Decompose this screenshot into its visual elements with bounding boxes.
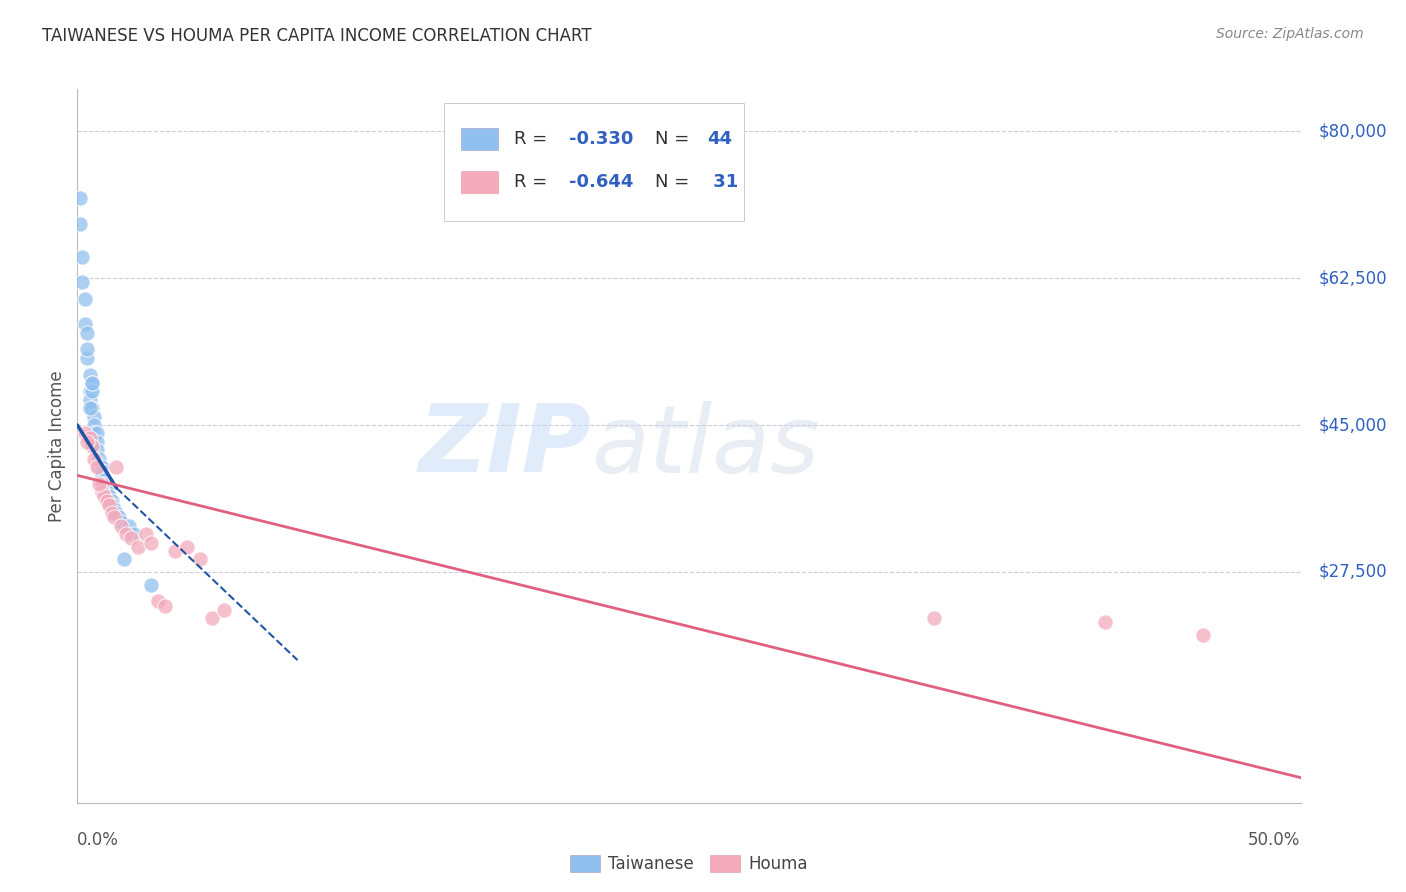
Point — [96, 485, 118, 500]
Point — [89, 476, 111, 491]
Text: -0.644: -0.644 — [569, 173, 634, 191]
Text: 0.0%: 0.0% — [77, 831, 120, 849]
Point — [76, 434, 98, 449]
Point — [79, 401, 101, 416]
Point — [83, 434, 105, 449]
Point — [79, 384, 101, 399]
Point — [1191, 628, 1213, 642]
Point — [98, 489, 121, 503]
Point — [139, 577, 162, 591]
Text: $62,500: $62,500 — [1319, 269, 1388, 287]
Point — [80, 439, 103, 453]
Point — [100, 493, 122, 508]
Point — [105, 460, 128, 475]
Point — [79, 392, 101, 407]
Point — [112, 552, 135, 566]
Point — [110, 515, 132, 529]
Point — [73, 292, 96, 306]
Point — [86, 434, 108, 449]
Point — [188, 552, 211, 566]
Text: 31: 31 — [707, 173, 738, 191]
Point — [80, 376, 103, 390]
Point — [98, 498, 121, 512]
Point — [110, 518, 132, 533]
Point — [83, 426, 105, 441]
Point — [1094, 615, 1116, 630]
Point — [93, 489, 115, 503]
Point — [100, 506, 122, 520]
Point — [103, 510, 125, 524]
Point — [93, 473, 115, 487]
Point — [105, 506, 128, 520]
Point — [79, 431, 101, 445]
Text: ZIP: ZIP — [418, 400, 591, 492]
Point — [90, 464, 112, 478]
Point — [146, 594, 169, 608]
Point — [115, 527, 138, 541]
Point — [83, 409, 105, 424]
Point — [96, 493, 118, 508]
Point — [93, 476, 115, 491]
Text: R =: R = — [515, 173, 553, 191]
Point — [122, 527, 145, 541]
Point — [69, 217, 91, 231]
Text: atlas: atlas — [591, 401, 820, 491]
Point — [90, 485, 112, 500]
Point — [83, 451, 105, 466]
Point — [90, 468, 112, 483]
Point — [83, 417, 105, 432]
Point — [76, 351, 98, 365]
Point — [70, 275, 93, 289]
Text: $27,500: $27,500 — [1319, 563, 1388, 581]
Point — [103, 502, 125, 516]
Point — [108, 510, 131, 524]
Point — [922, 611, 945, 625]
Text: -0.330: -0.330 — [569, 130, 634, 148]
Point — [70, 250, 93, 264]
Point — [176, 540, 198, 554]
Point — [86, 426, 108, 441]
Point — [76, 326, 98, 340]
Point — [69, 191, 91, 205]
FancyBboxPatch shape — [444, 103, 744, 221]
Point — [89, 451, 111, 466]
Point — [89, 460, 111, 475]
Point — [100, 498, 122, 512]
Text: $80,000: $80,000 — [1319, 122, 1388, 140]
Text: $45,000: $45,000 — [1319, 416, 1388, 434]
Point — [79, 368, 101, 382]
Point — [86, 443, 108, 458]
Point — [73, 318, 96, 332]
Point — [80, 401, 103, 416]
Point — [80, 384, 103, 399]
Point — [80, 376, 103, 390]
Text: N =: N = — [655, 173, 695, 191]
Point — [135, 527, 157, 541]
Point — [155, 599, 177, 613]
Point — [127, 540, 149, 554]
Legend: Taiwanese, Houma: Taiwanese, Houma — [562, 848, 815, 880]
Point — [201, 611, 224, 625]
Point — [90, 476, 112, 491]
Point — [139, 535, 162, 549]
Point — [118, 518, 141, 533]
Text: N =: N = — [655, 130, 695, 148]
Point — [96, 481, 118, 495]
FancyBboxPatch shape — [461, 128, 498, 150]
Point — [76, 343, 98, 357]
Text: 50.0%: 50.0% — [1249, 831, 1301, 849]
Text: R =: R = — [515, 130, 553, 148]
Point — [73, 426, 96, 441]
Text: TAIWANESE VS HOUMA PER CAPITA INCOME CORRELATION CHART: TAIWANESE VS HOUMA PER CAPITA INCOME COR… — [42, 27, 592, 45]
Point — [120, 532, 142, 546]
Point — [212, 603, 235, 617]
Text: Source: ZipAtlas.com: Source: ZipAtlas.com — [1216, 27, 1364, 41]
Point — [90, 460, 112, 475]
Text: 44: 44 — [707, 130, 733, 148]
Point — [165, 544, 187, 558]
FancyBboxPatch shape — [461, 171, 498, 193]
Point — [86, 460, 108, 475]
Y-axis label: Per Capita Income: Per Capita Income — [48, 370, 66, 522]
